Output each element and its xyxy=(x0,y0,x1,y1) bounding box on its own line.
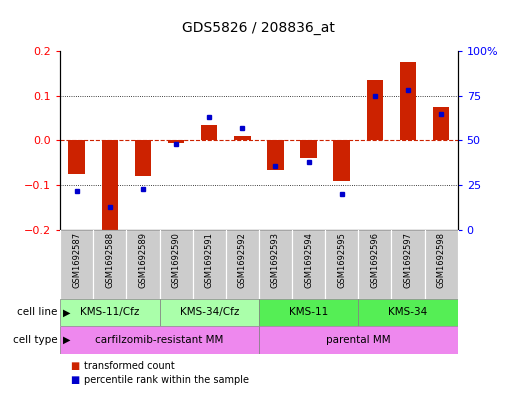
Bar xyxy=(259,299,358,326)
Text: KMS-11/Cfz: KMS-11/Cfz xyxy=(80,307,140,318)
Text: carfilzomib-resistant MM: carfilzomib-resistant MM xyxy=(95,335,224,345)
Bar xyxy=(259,326,458,354)
Bar xyxy=(292,230,325,299)
Bar xyxy=(433,107,449,140)
Text: GSM1692591: GSM1692591 xyxy=(204,232,214,288)
Text: GSM1692589: GSM1692589 xyxy=(139,232,147,288)
Text: KMS-34: KMS-34 xyxy=(388,307,428,318)
Text: GDS5826 / 208836_at: GDS5826 / 208836_at xyxy=(183,21,335,35)
Text: KMS-34/Cfz: KMS-34/Cfz xyxy=(179,307,239,318)
Text: GSM1692594: GSM1692594 xyxy=(304,232,313,288)
Bar xyxy=(300,140,317,158)
Bar xyxy=(201,125,218,140)
Bar xyxy=(135,140,151,176)
Bar xyxy=(60,299,160,326)
Bar xyxy=(325,230,358,299)
Text: ■: ■ xyxy=(71,375,80,385)
Bar xyxy=(358,299,458,326)
Text: GSM1692592: GSM1692592 xyxy=(238,232,247,288)
Bar xyxy=(367,80,383,140)
Bar xyxy=(358,230,391,299)
Text: cell line: cell line xyxy=(17,307,58,318)
Bar xyxy=(234,136,251,140)
Text: cell type: cell type xyxy=(13,335,58,345)
Bar xyxy=(192,230,226,299)
Text: GSM1692597: GSM1692597 xyxy=(403,232,413,288)
Text: GSM1692596: GSM1692596 xyxy=(370,232,379,288)
Bar xyxy=(93,230,127,299)
Text: GSM1692588: GSM1692588 xyxy=(105,232,115,288)
Bar xyxy=(60,230,93,299)
Bar xyxy=(226,230,259,299)
Text: GSM1692595: GSM1692595 xyxy=(337,232,346,288)
Bar xyxy=(400,62,416,140)
Bar xyxy=(425,230,458,299)
Text: GSM1692598: GSM1692598 xyxy=(437,232,446,288)
Text: GSM1692590: GSM1692590 xyxy=(172,232,180,288)
Text: ■: ■ xyxy=(71,361,80,371)
Text: KMS-11: KMS-11 xyxy=(289,307,328,318)
Bar xyxy=(160,230,192,299)
Text: ▶: ▶ xyxy=(63,335,70,345)
Bar xyxy=(69,140,85,174)
Text: GSM1692587: GSM1692587 xyxy=(72,232,81,288)
Bar xyxy=(127,230,160,299)
Bar xyxy=(334,140,350,181)
Bar xyxy=(391,230,425,299)
Bar xyxy=(168,140,185,143)
Bar xyxy=(259,230,292,299)
Bar xyxy=(101,140,118,230)
Bar xyxy=(60,326,259,354)
Text: percentile rank within the sample: percentile rank within the sample xyxy=(84,375,248,385)
Text: ▶: ▶ xyxy=(63,307,70,318)
Text: GSM1692593: GSM1692593 xyxy=(271,232,280,288)
Text: transformed count: transformed count xyxy=(84,361,175,371)
Bar xyxy=(267,140,283,169)
Bar xyxy=(160,299,259,326)
Text: parental MM: parental MM xyxy=(326,335,391,345)
